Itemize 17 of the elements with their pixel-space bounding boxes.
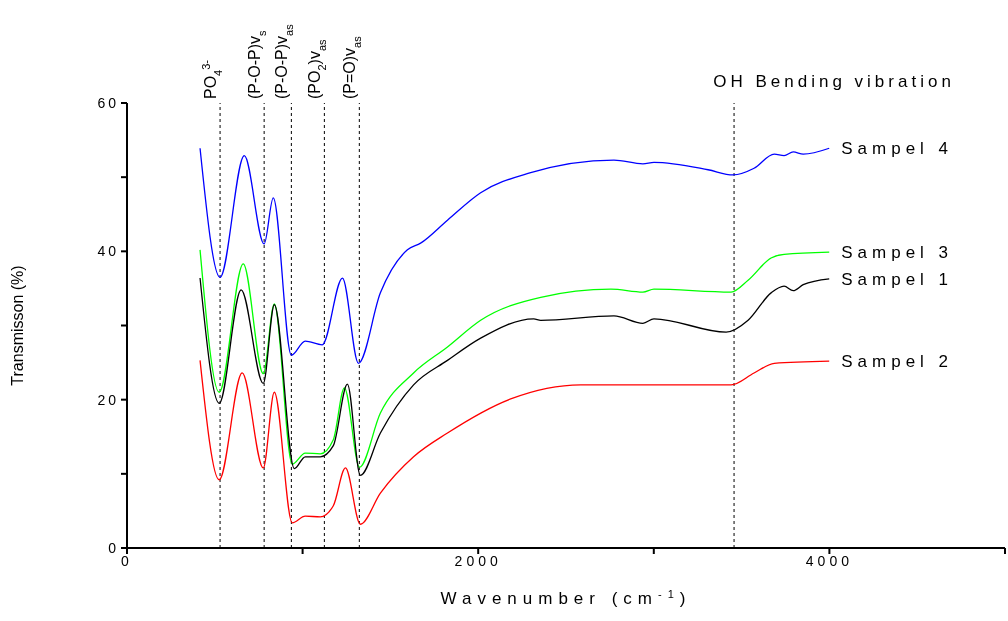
series-label: Sampel 4 xyxy=(841,139,954,159)
line-series xyxy=(199,249,830,468)
y-tick-label: 0 xyxy=(108,539,119,556)
x-axis-title: Wavenumber (cm$^{-1}$) xyxy=(440,588,692,608)
x-tick-label: 0 xyxy=(121,552,133,569)
y-tick-label: 20 xyxy=(97,391,119,408)
y-tick-label: 60 xyxy=(97,94,119,111)
y-axis-title: Transmisson (%) xyxy=(8,265,26,386)
line-series xyxy=(199,147,830,364)
line-series xyxy=(199,359,830,525)
y-tick-label: 40 xyxy=(97,243,119,260)
x-tick-label: 2000 xyxy=(454,552,502,569)
series-label: Sampel 2 xyxy=(841,352,954,372)
series-label: Sampel 1 xyxy=(841,269,954,289)
series-label: Sampel 3 xyxy=(841,243,954,263)
x-tick-label: 4000 xyxy=(805,552,853,569)
ref-line-label: OH Bending vibration xyxy=(713,72,955,91)
